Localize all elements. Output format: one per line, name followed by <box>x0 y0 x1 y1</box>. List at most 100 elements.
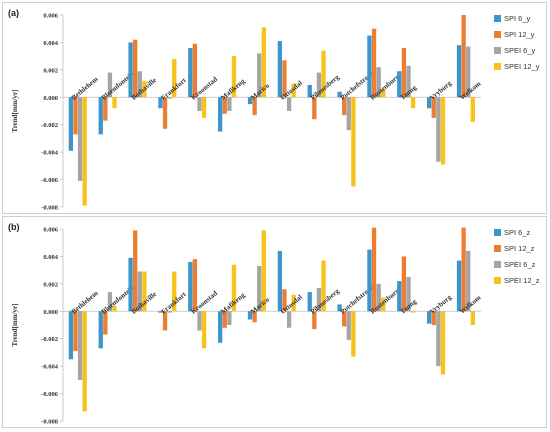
bar-spi-6-z <box>188 261 193 312</box>
legend-swatch <box>494 15 501 22</box>
bar-spi-12-y <box>371 28 377 98</box>
bar-spi-6-y <box>218 97 223 132</box>
bar-spi-12-z <box>252 311 257 323</box>
bar-spi-12-z <box>73 311 78 352</box>
legend-swatch <box>494 245 501 252</box>
bar-spi-12-y <box>162 97 168 129</box>
legend-label: SPEI 6_y <box>504 46 536 55</box>
bar-spei-12-z <box>82 311 87 412</box>
bar-spei-6-y <box>346 97 351 131</box>
legend-label: SPEI 12_y <box>504 62 540 71</box>
bar-spei-6-z <box>466 250 471 312</box>
bar-spei-6-z <box>316 287 322 312</box>
legend-swatch <box>494 277 501 284</box>
bar-spi-12-z <box>103 311 108 335</box>
bar-spei-12-y <box>351 97 356 187</box>
bar-spei-6-y <box>197 97 202 111</box>
bar-spei-6-z <box>257 266 262 312</box>
y-tick-label: 0.004 <box>43 254 58 261</box>
bar-spei-12-y <box>410 97 416 109</box>
bar-spei-6-y <box>466 46 471 98</box>
bar-spi-12-y <box>312 97 317 120</box>
bar-spi-6-y <box>128 42 133 98</box>
y-tick-label: -0.006 <box>41 177 59 184</box>
y-tick-label: 0.000 <box>43 309 58 316</box>
bar-spi-6-y <box>456 45 462 98</box>
bar-spei-6-y <box>316 72 322 98</box>
y-tick-label: -0.006 <box>41 391 59 398</box>
bar-spi-6-y <box>68 97 74 151</box>
bar-spei-12-z <box>201 311 207 349</box>
bar-spei-12-y <box>321 50 326 98</box>
bar-spei-6-y <box>167 97 172 99</box>
bar-spi-6-y <box>98 97 103 135</box>
bar-spei-6-y <box>436 97 441 162</box>
bar-spi-12-z <box>162 311 168 331</box>
bar-spi-6-z <box>456 260 462 312</box>
bar-spi-12-y <box>73 97 78 135</box>
chart-panel-b: (b) Trend[mm/yr] 0.006 0.004 0.002 0.000 -0.0… <box>2 216 547 428</box>
bar-spei-6-z <box>107 292 113 312</box>
bar-spi-6-z <box>247 311 253 320</box>
bar-spi-12-y <box>342 97 347 116</box>
bar-spi-6-z <box>277 250 283 312</box>
legend-label: SPI 6_z <box>504 228 531 237</box>
bar-spi-6-y <box>247 97 253 105</box>
y-tick-label: 0.002 <box>43 67 58 74</box>
bar-spi-6-z <box>367 249 372 312</box>
bar-spi-12-z <box>342 311 347 327</box>
chart-b-svg: Trend[mm/yr] 0.006 0.004 0.002 0.000 -0.002 -0… <box>11 227 483 426</box>
bar-spei-12-z <box>351 311 356 357</box>
y-tick-label: -0.008 <box>41 205 59 212</box>
y-tick-label: 0.006 <box>43 227 58 234</box>
bar-spi-12-z <box>133 230 138 312</box>
bar-spi-12-y <box>461 15 466 98</box>
bar-spi-12-z <box>461 227 466 312</box>
legend-label: SPI 6_y <box>504 14 531 23</box>
bar-spi-12-z <box>192 259 198 312</box>
bar-spei-6-z <box>197 311 202 331</box>
bar-spei-12-z <box>381 297 386 312</box>
bar-spi-6-z <box>218 311 223 343</box>
bar-spi-6-y <box>337 91 342 98</box>
legend-label: SPI 12_y <box>504 30 535 39</box>
bar-spi-12-z <box>222 311 227 328</box>
y-tick-label: -0.002 <box>41 336 58 343</box>
bar-spi-12-z <box>371 227 377 312</box>
bar-spei-12-z <box>410 311 416 313</box>
bar-spei-12-z <box>321 260 326 312</box>
y-tick-label: -0.002 <box>41 122 58 129</box>
y-tick-label: 0.000 <box>43 95 58 102</box>
bar-spei-6-z <box>167 311 172 313</box>
bar-spi-12-y <box>431 97 436 118</box>
y-tick-label: -0.004 <box>41 364 59 371</box>
bar-spei-12-y <box>381 89 386 98</box>
bar-spi-6-z <box>158 311 163 313</box>
bar-spei-12-y <box>112 97 117 109</box>
bar-spei-6-z <box>137 271 142 312</box>
bar-spei-12-y <box>291 83 296 98</box>
bar-spei-6-y <box>77 97 83 181</box>
bar-spei-6-z <box>406 277 411 312</box>
bar-spi-12-z <box>401 256 407 312</box>
y-tick-label: 0.004 <box>43 40 58 47</box>
legend-swatch <box>494 47 501 54</box>
bar-spei-6-z <box>77 311 83 380</box>
panel-label: (a) <box>8 8 19 18</box>
bar-spi-6-y <box>158 97 163 109</box>
bar-spi-12-y <box>282 60 287 98</box>
legend-label: SPI 12_z <box>504 244 535 253</box>
bar-spei-12-y <box>440 97 446 165</box>
bar-spei-12-y <box>261 27 266 98</box>
bar-spei-12-y <box>201 97 207 118</box>
bar-spi-6-y <box>397 71 402 98</box>
bar-spi-12-z <box>282 289 287 312</box>
panel-label: (b) <box>8 222 20 232</box>
bar-spei-12-z <box>440 311 446 375</box>
bar-spei-6-y <box>227 97 232 111</box>
bar-spi-6-z <box>68 311 74 360</box>
y-tick-label: 0.002 <box>43 281 58 288</box>
bar-spei-12-y <box>470 97 475 122</box>
bar-spei-6-y <box>137 71 142 98</box>
bar-spei-12-z <box>470 311 475 325</box>
